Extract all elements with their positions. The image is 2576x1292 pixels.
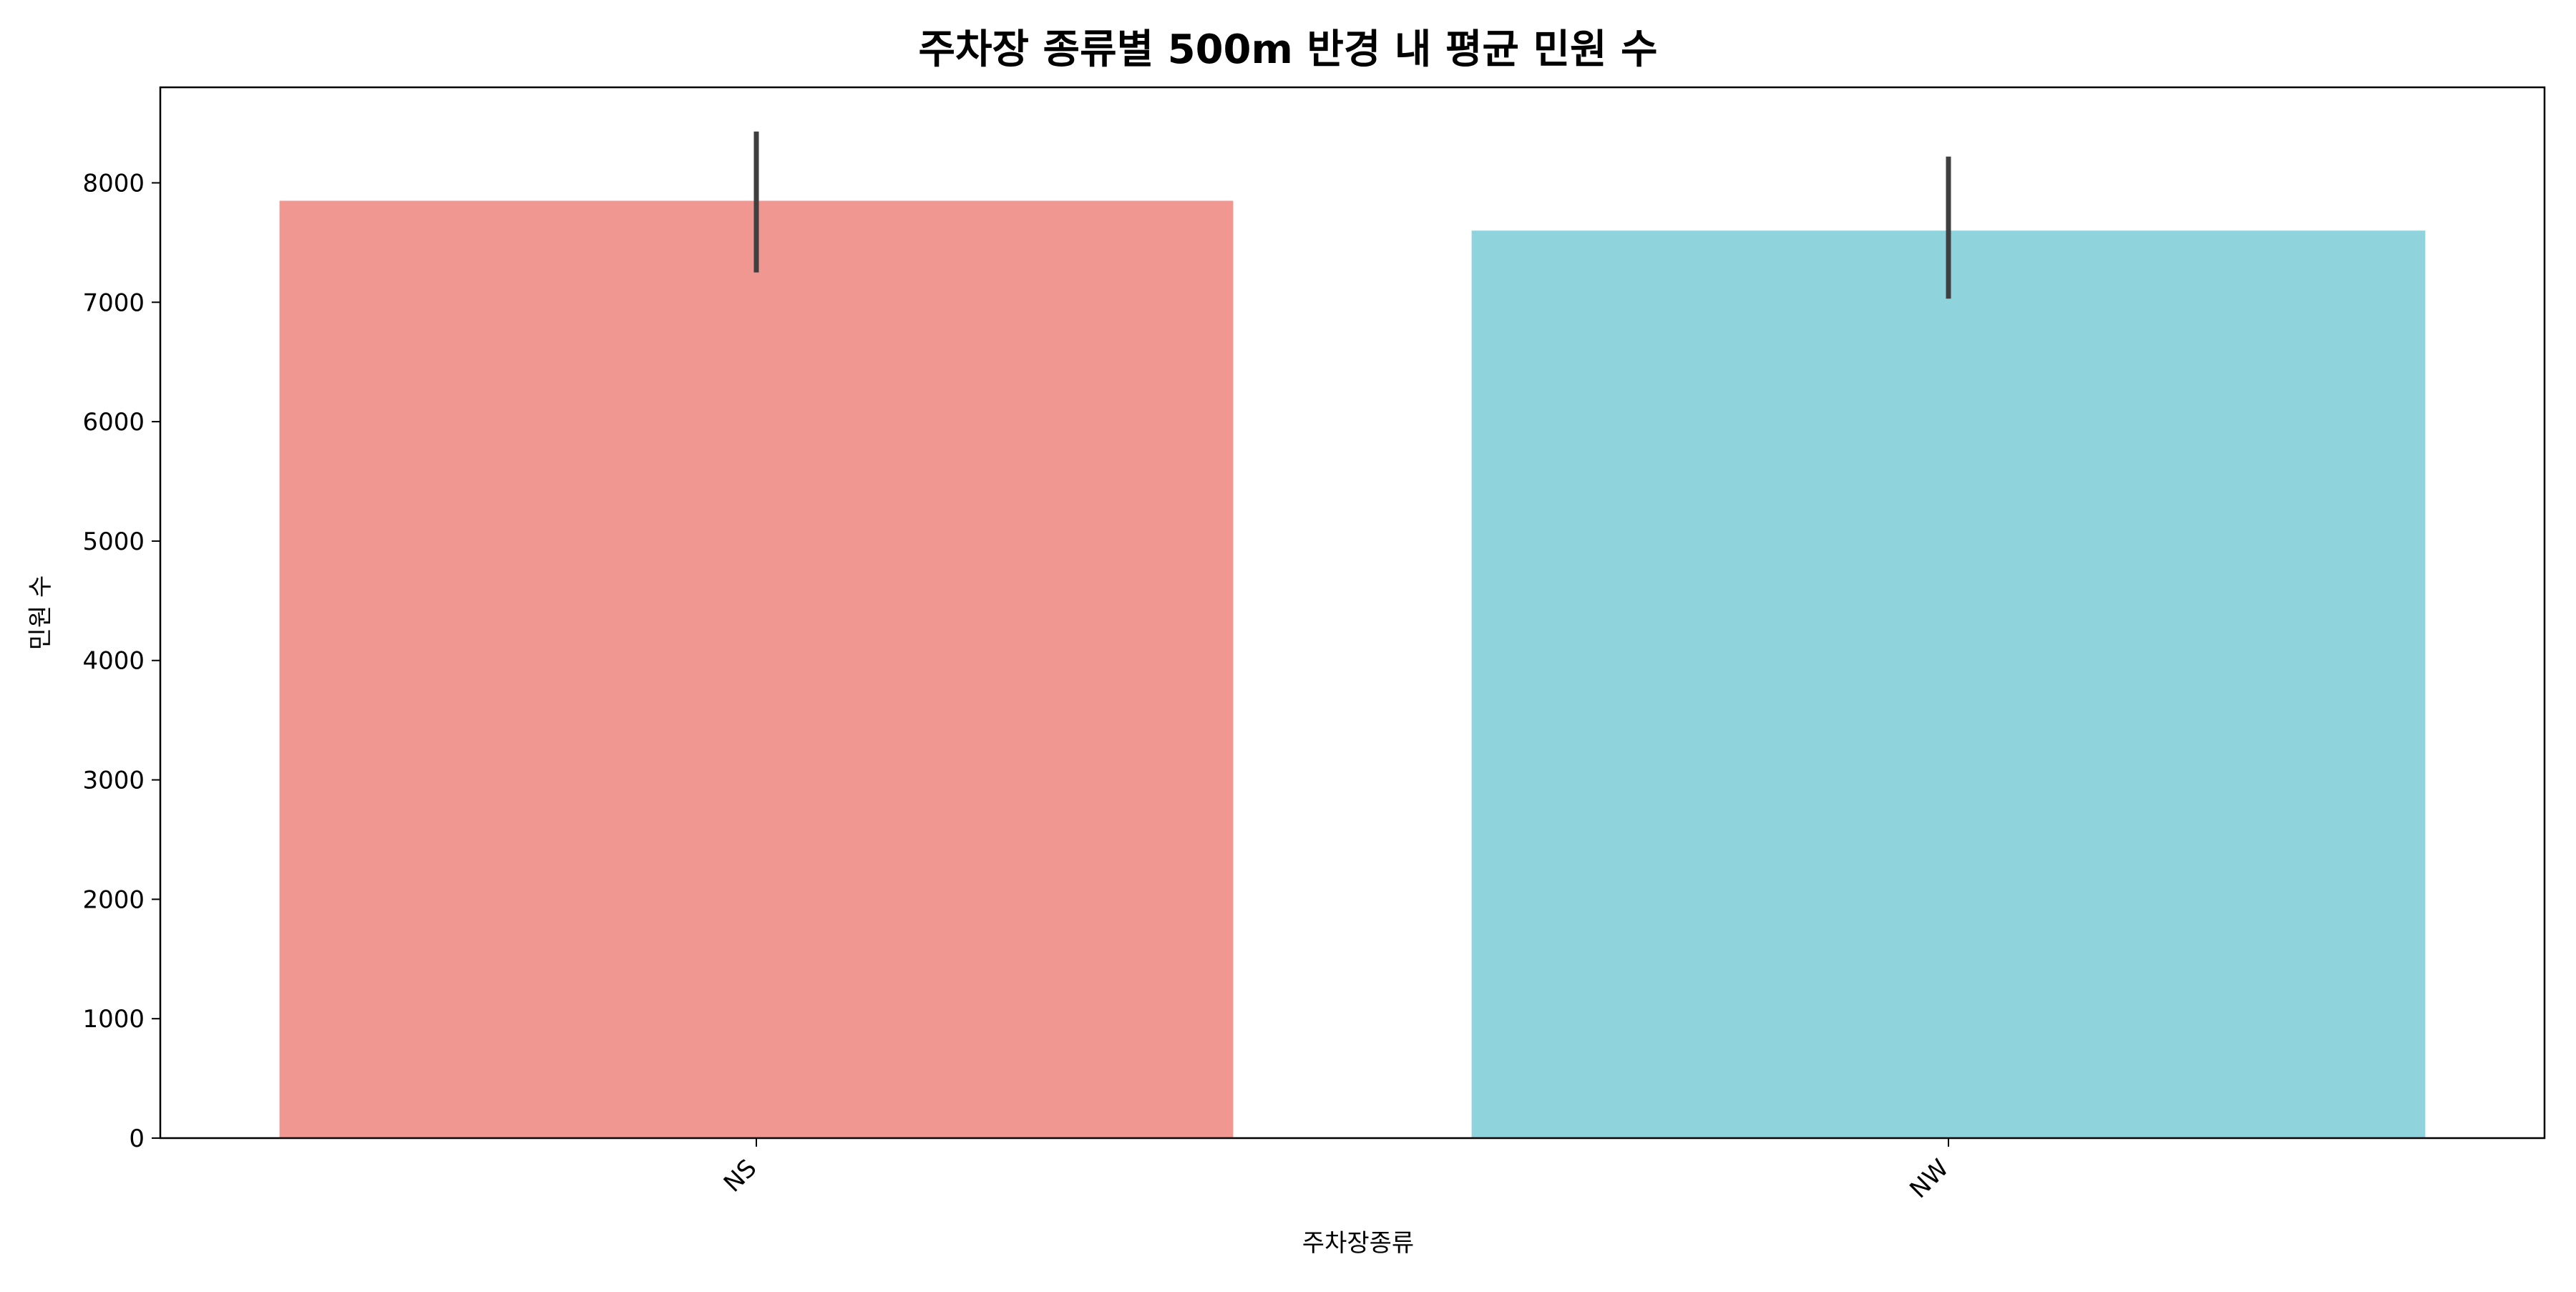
y-tick-label: 4000 (82, 647, 145, 676)
bar-ns (279, 200, 1234, 1138)
y-tick-label: 0 (129, 1125, 145, 1153)
chart-title: 주차장 종류별 500m 반경 내 평균 민원 수 (919, 26, 1658, 73)
x-axis-label: 주차장종류 (1302, 1229, 1414, 1258)
y-tick-label: 6000 (82, 408, 145, 437)
y-tick-label: 5000 (82, 528, 145, 556)
y-tick-label: 8000 (82, 169, 145, 198)
bar-nw (1471, 230, 2426, 1138)
y-tick-label: 7000 (82, 288, 145, 317)
y-tick-label: 1000 (82, 1005, 145, 1034)
y-tick-label: 2000 (82, 885, 145, 914)
y-tick-label: 3000 (82, 767, 145, 795)
y-axis-label: 민원 수 (26, 575, 55, 651)
axes-frame (159, 86, 2546, 1140)
